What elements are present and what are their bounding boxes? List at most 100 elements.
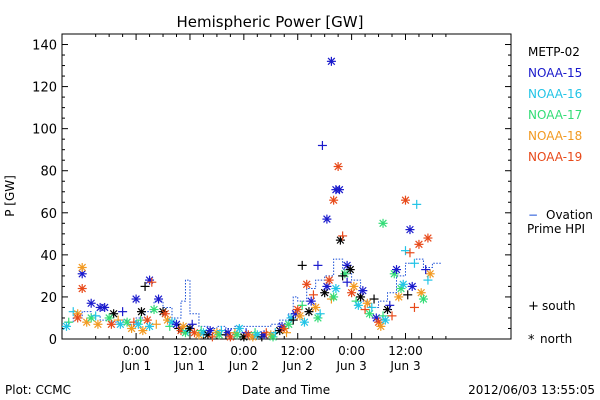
x-tick-date-label: Jun 2 xyxy=(282,359,313,373)
north-point xyxy=(205,326,215,336)
point-stroke xyxy=(94,320,102,329)
legend-entry: NOAA-19 xyxy=(528,150,582,164)
south-point xyxy=(378,311,388,321)
legend-entry: NOAA-16 xyxy=(528,87,582,101)
north-point xyxy=(342,260,352,270)
point-stroke xyxy=(168,318,176,326)
point-stroke xyxy=(206,326,214,335)
point-stroke xyxy=(137,307,146,316)
x-tick-date-label: Jun 3 xyxy=(389,359,420,373)
north-point xyxy=(145,275,155,285)
south-point xyxy=(64,317,74,327)
south-point xyxy=(338,231,348,241)
north-point xyxy=(306,296,316,306)
south-marker-label: south xyxy=(542,299,576,313)
north-point xyxy=(416,288,426,298)
north-point xyxy=(380,315,390,325)
legend-entry: NOAA-18 xyxy=(528,129,582,143)
south-point xyxy=(409,258,419,268)
point-stroke xyxy=(139,326,147,335)
south-point xyxy=(351,296,361,306)
north-point xyxy=(347,288,357,298)
point-stroke xyxy=(381,316,390,324)
x-tick-date-label: Jun 3 xyxy=(336,359,367,373)
point-stroke xyxy=(354,301,363,310)
x-tick-date-label: Jun 2 xyxy=(228,359,259,373)
north-point xyxy=(345,265,355,275)
north-point xyxy=(425,269,435,279)
north-point xyxy=(320,288,330,298)
south-point xyxy=(313,260,323,270)
y-axis-label: P [GW] xyxy=(3,175,17,217)
y-tick-label: 140 xyxy=(32,39,57,54)
south-point xyxy=(369,294,379,304)
point-stroke xyxy=(394,293,403,301)
north-point xyxy=(232,330,242,340)
point-stroke xyxy=(78,284,87,293)
north-marker-label: north xyxy=(540,332,572,346)
x-tick-date-label: Jun 1 xyxy=(174,359,205,373)
footer-timestamp: 2012/06/03 13:55:05 xyxy=(468,383,595,397)
north-point xyxy=(203,330,213,340)
north-point xyxy=(329,292,339,302)
y-tick-label: 40 xyxy=(40,249,57,264)
north-point xyxy=(329,195,339,205)
south-point xyxy=(338,271,348,281)
north-point xyxy=(299,317,309,327)
south-point xyxy=(147,277,157,287)
north-point xyxy=(225,332,235,342)
south-point xyxy=(409,302,419,312)
data-points xyxy=(61,56,435,342)
south-point xyxy=(412,199,422,209)
point-stroke xyxy=(62,322,71,331)
point-stroke xyxy=(100,303,109,312)
north-point xyxy=(142,315,152,325)
ovation-legend-line2: Prime HPI xyxy=(527,222,585,236)
y-axis: 0 20 40 60 80 100 120 140 xyxy=(32,39,511,348)
north-point xyxy=(324,275,334,285)
point-stroke xyxy=(107,320,116,329)
point-stroke xyxy=(253,330,262,339)
north-point xyxy=(392,265,402,275)
south-point xyxy=(187,319,197,329)
north-point xyxy=(418,294,428,304)
south-point xyxy=(400,246,410,256)
north-point xyxy=(104,313,114,323)
north-point xyxy=(358,286,368,296)
point-stroke xyxy=(150,305,158,314)
south-point xyxy=(423,275,433,285)
north-point xyxy=(115,319,125,329)
north-point xyxy=(349,281,359,291)
chart-title: Hemispheric Power [GW] xyxy=(177,13,364,31)
point-stroke xyxy=(143,316,152,324)
south-point xyxy=(282,328,291,338)
north-point xyxy=(293,305,303,315)
south-point xyxy=(207,332,217,342)
north-point xyxy=(414,239,424,249)
point-stroke xyxy=(419,295,428,303)
point-stroke xyxy=(323,215,331,223)
point-stroke xyxy=(87,299,95,308)
north-point xyxy=(178,321,188,331)
point-stroke xyxy=(300,318,309,326)
south-point xyxy=(317,140,327,150)
north-point xyxy=(171,319,181,329)
ovation-legend: − Ovation Prime HPI xyxy=(527,208,593,236)
point-stroke xyxy=(224,328,232,337)
south-point xyxy=(297,300,307,310)
north-point xyxy=(322,214,332,224)
point-stroke xyxy=(408,282,417,291)
north-point xyxy=(322,281,332,291)
y-tick-label: 60 xyxy=(40,207,57,222)
north-point xyxy=(423,233,433,243)
point-stroke xyxy=(346,265,355,274)
legend: METP-02 NOAA-15 NOAA-16 NOAA-17 NOAA-18 NOAA-… xyxy=(528,45,582,164)
north-point xyxy=(106,319,116,329)
north-point xyxy=(73,313,83,323)
point-stroke xyxy=(379,219,387,228)
north-point xyxy=(77,284,87,294)
north-point xyxy=(131,294,141,304)
y-tick-label: 20 xyxy=(40,291,57,306)
